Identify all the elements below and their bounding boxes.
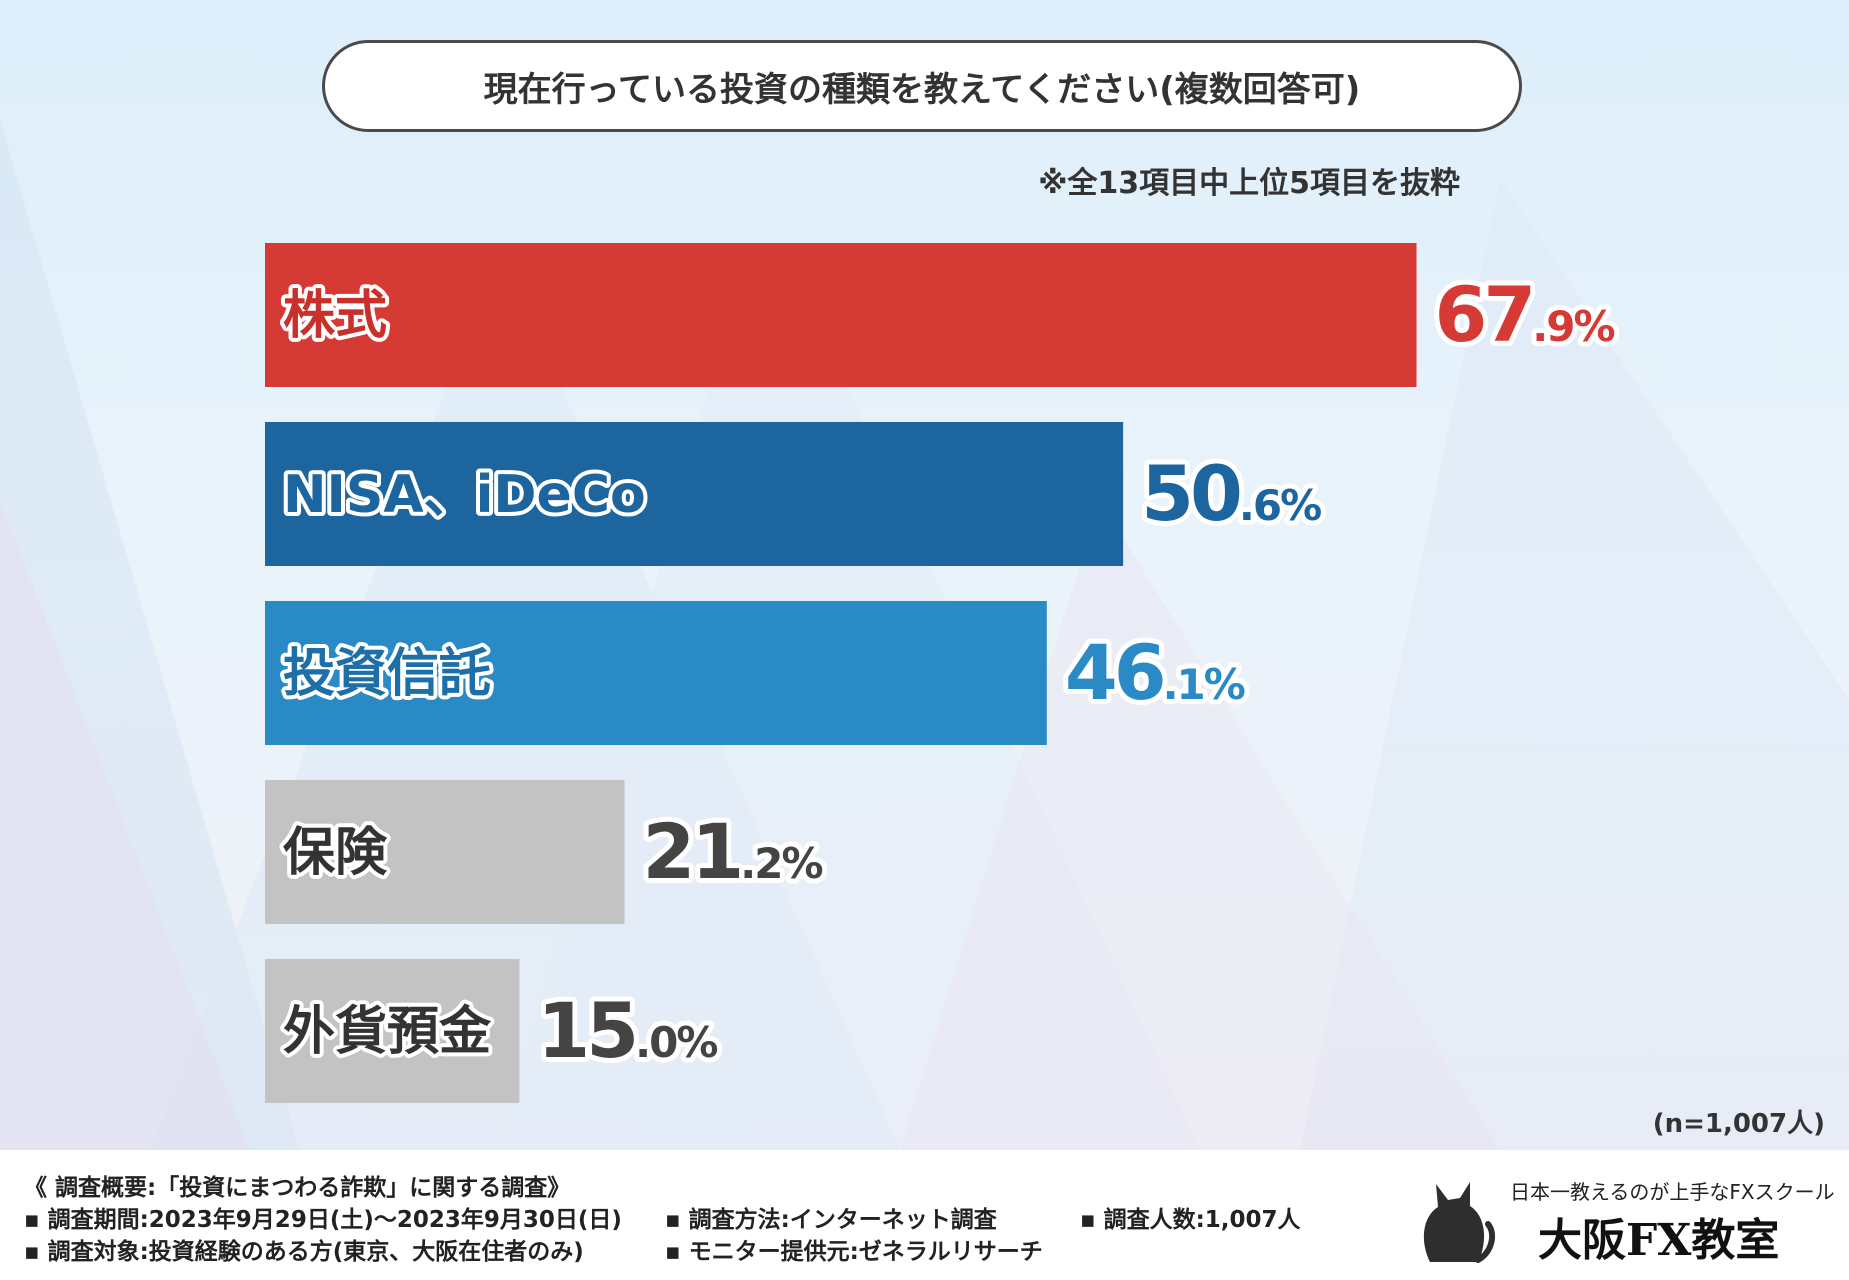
survey-count: ▪ 調査人数:1,007人 [1080,1207,1301,1233]
subset-note: ※全13項目中上位5項目を抜粋 [1038,166,1460,201]
value-label-4: 15.0% [537,986,717,1075]
bar-label-2: 投資信託 [283,644,491,704]
survey-target: ▪ 調査対象:投資経験のある方(東京、大阪在住者のみ) [24,1239,584,1265]
bar-label-1: NISA、iDeCo [283,465,646,525]
value-label-2: 46.1% [1065,628,1245,717]
cat-icon [1423,1182,1496,1263]
survey-overview: 《 調査概要:「投資にまつわる詐欺」に関する調査》 [24,1175,571,1201]
bar-label-0: 株式 [283,286,387,346]
logo-tagline: 日本一教えるのが上手なFXスクール [1510,1180,1835,1204]
bar-chart: 株式 67.9% NISA、iDeCo 50.6% 投資信託 46.1% 保険 21.2% 外貨… [265,243,1617,1103]
bar-label-3: 保険 [283,823,388,883]
footer: 《 調査概要:「投資にまつわる詐欺」に関する調査》 ▪ 調査期間:2023年9月… [0,1150,1849,1280]
bar-4 [265,959,520,1103]
value-label-1: 50.6% [1141,449,1321,538]
bar-label-4: 外貨預金 [283,1002,492,1062]
bar-0 [265,243,1417,387]
bar-1 [265,422,1124,566]
bar-3 [265,780,625,924]
value-label-0: 67.9% [1435,270,1615,359]
chart-title: 現在行っている投資の種類を教えてください(複数回答可) [322,40,1522,132]
value-label-3: 21.2% [643,807,823,896]
bar-2 [265,601,1047,745]
survey-method: ▪ 調査方法:インターネット調査 [665,1207,997,1233]
logo-name: 大阪FX教室 [1538,1215,1780,1266]
sample-size-note: (n=1,007人) [1652,1109,1825,1139]
monitor-provider: ▪ モニター提供元:ゼネラルリサーチ [665,1239,1043,1265]
survey-period: ▪ 調査期間:2023年9月29日(土)〜2023年9月30日(日) [24,1207,622,1233]
